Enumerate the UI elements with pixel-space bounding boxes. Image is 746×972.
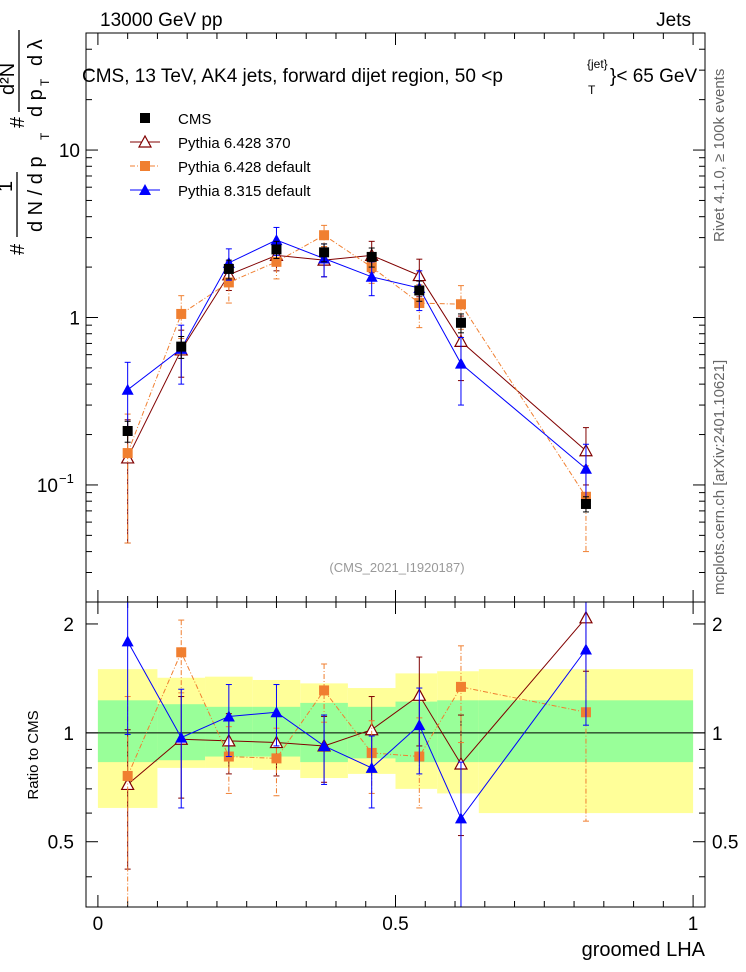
series-pythia-6-428-default	[122, 224, 591, 553]
data-point	[319, 247, 330, 258]
chart-title: CMS, 13 TeV, AK4 jets, forward dijet reg…	[82, 66, 503, 87]
data-point	[319, 685, 330, 696]
main-y-label: # 1 d N / d p T # d²N d p T d λ	[0, 30, 52, 255]
legend-entry-cms: CMS	[140, 111, 211, 128]
main-y-tick-label: 10	[59, 141, 80, 162]
x-tick-label: 0	[93, 914, 104, 935]
ratio-y-tick-label: 0.5	[48, 833, 74, 854]
ylabel-dn-dpt: d N / d p	[25, 156, 47, 232]
data-point	[271, 244, 282, 255]
ratio-bands	[97, 669, 694, 814]
legend: CMS Pythia 6.428 370 Pythia 6.428 default P…	[130, 111, 311, 200]
data-point	[413, 719, 426, 731]
data-point	[223, 263, 234, 274]
rivet-label: Rivet 4.1.0, ≥ 100k events	[711, 69, 728, 242]
data-point	[579, 643, 592, 655]
series-cms	[122, 240, 591, 513]
data-point	[270, 234, 283, 246]
legend-marker	[139, 184, 151, 195]
ylabel-hash-1: #	[7, 243, 29, 255]
data-point	[223, 277, 234, 288]
data-point	[365, 761, 378, 773]
data-point	[318, 739, 331, 751]
data-point	[455, 681, 466, 692]
ratio-axes: 0.5 0.5 1 1 2 2 0 0.5 1	[48, 602, 738, 935]
main-series	[120, 224, 593, 553]
legend-label: Pythia 8.315 default	[178, 183, 311, 200]
ylabel-sub-t-2: T	[38, 78, 52, 86]
chart-title-sup: {jet}	[587, 57, 608, 71]
data-point	[176, 308, 187, 319]
ratio-y-label: Ratio to CMS	[25, 710, 42, 799]
ratio-panel: 0.5 0.5 1 1 2 2 0 0.5 1 Ratio to CMS groomed LHA	[25, 601, 738, 961]
legend-marker	[140, 161, 150, 171]
series-line	[127, 239, 587, 470]
data-point	[366, 251, 377, 262]
data-point	[454, 812, 467, 824]
data-point	[175, 731, 188, 743]
legend-label: CMS	[178, 111, 211, 128]
source-label: mcplots.cern.ch [arXiv:2401.10621]	[711, 360, 728, 595]
ylabel-one: 1	[0, 181, 17, 192]
data-point	[579, 462, 592, 474]
legend-entry-pythia-8-315-default: Pythia 8.315 default	[130, 183, 311, 200]
legend-marker	[137, 134, 153, 148]
ratio-series	[120, 601, 593, 908]
chart-title-sub: T	[588, 83, 596, 97]
chart-title-tail: }< 65 GeV	[610, 66, 697, 87]
series-line	[127, 234, 587, 498]
data-point	[580, 498, 591, 509]
ratio-band-inner	[437, 700, 479, 763]
ratio-y-tick-label-right: 1	[712, 724, 723, 745]
main-y-tick-label-exp: −1	[59, 471, 74, 486]
data-point	[455, 299, 466, 310]
data-point	[414, 285, 425, 296]
x-tick-label: 1	[688, 914, 699, 935]
ylabel-d2n: d²N	[0, 63, 19, 95]
header-right-label: Jets	[656, 10, 691, 31]
data-point	[271, 256, 282, 267]
analysis-id: (CMS_2021_I1920187)	[329, 560, 464, 575]
x-tick-label: 0.5	[382, 914, 408, 935]
series-pythia-8-315-default	[121, 601, 592, 908]
data-point	[122, 770, 133, 781]
data-point	[319, 230, 330, 241]
main-y-tick-label: 10	[37, 476, 58, 497]
series-pythia-6-428-370	[120, 240, 593, 544]
data-point	[122, 448, 133, 459]
data-point	[271, 753, 282, 764]
legend-marker	[140, 113, 150, 123]
ratio-y-tick-label: 2	[63, 615, 74, 636]
ratio-frame	[85, 601, 706, 908]
legend-label: Pythia 6.428 370	[178, 135, 291, 152]
ratio-y-tick-label-right: 0.5	[712, 833, 738, 854]
ylabel-hash-2: #	[7, 116, 29, 128]
ratio-y-tick-label-right: 2	[712, 615, 723, 636]
data-point	[176, 341, 187, 352]
header-left-label: 13000 GeV pp	[100, 10, 223, 31]
data-point	[454, 357, 467, 369]
ylabel-dpt: d p	[25, 89, 47, 117]
x-axis-label: groomed LHA	[582, 939, 706, 961]
data-point	[270, 706, 283, 718]
data-point	[122, 425, 133, 436]
legend-entry-pythia-6-428-default: Pythia 6.428 default	[130, 159, 311, 176]
data-point	[455, 317, 466, 328]
ratio-y-tick-label: 1	[63, 724, 74, 745]
ylabel-dlambda: d λ	[25, 39, 47, 66]
data-point	[121, 635, 134, 647]
data-point	[121, 383, 134, 395]
legend-label: Pythia 6.428 default	[178, 159, 311, 176]
legend-entry-pythia-6-428-370: Pythia 6.428 370	[130, 134, 291, 152]
data-point	[365, 270, 378, 282]
ylabel-sub-t-1: T	[38, 132, 52, 140]
data-point	[222, 710, 235, 722]
series-line	[127, 254, 587, 459]
data-point	[176, 647, 187, 658]
series-pythia-8-315-default	[121, 226, 592, 507]
main-y-tick-label: 1	[69, 309, 80, 330]
